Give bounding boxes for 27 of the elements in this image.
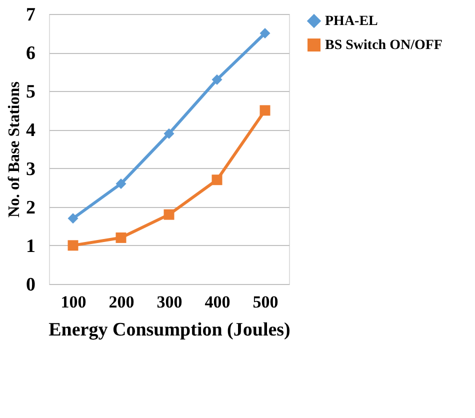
x-tick-label: 100 [60,292,86,312]
y-tick-label: 2 [26,197,36,218]
x-tick-label: 500 [252,292,278,312]
legend-label: PHA-EL [325,14,378,29]
point [164,209,174,220]
x-tick-label: 300 [156,292,182,312]
point [68,213,78,224]
y-tick-label: 7 [26,4,36,26]
x-axis-title: Energy Consumption (Joules) [48,320,290,340]
point [260,105,270,116]
y-tick-label: 4 [26,120,36,142]
y-axis-title: No. of Base Stations [6,81,23,218]
point [212,74,222,85]
x-tick-label: 400 [204,292,230,312]
point [116,232,126,243]
point [116,178,126,189]
x-tick-label: 200 [108,292,134,312]
point [260,28,270,39]
y-tick-label: 1 [26,236,36,257]
point [212,174,222,186]
legend-label: BS Switch ON/OFF [325,38,442,53]
point [68,240,78,251]
y-tick-label: 6 [26,43,36,64]
y-tick-label: 5 [26,82,36,103]
y-tick-label: 0 [26,274,36,296]
y-tick-label: 3 [26,158,36,180]
point [164,128,174,139]
